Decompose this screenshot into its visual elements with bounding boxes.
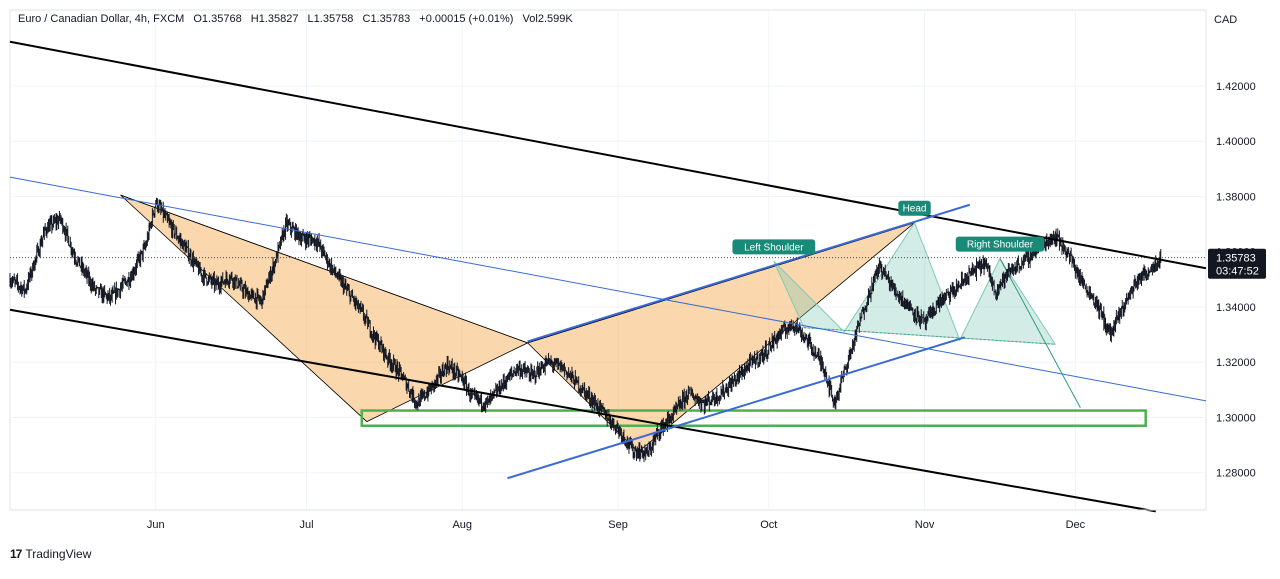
tradingview-logo-icon: 17 — [10, 547, 22, 561]
price-tag-value: 1.35783 — [1216, 253, 1256, 265]
ohlc-close: C1.35783 — [362, 13, 411, 25]
neckline — [803, 327, 1056, 345]
y-tick-label: 1.38000 — [1216, 191, 1256, 203]
annotations: Left Shoulder Head Right Shoulder — [732, 200, 1045, 255]
ohlc-open: O1.35768 — [193, 13, 242, 25]
projection-line — [999, 258, 1081, 409]
symbol-header: Euro / Canadian Dollar, 4h, FXCM O1.3576… — [18, 13, 579, 25]
trend-lines — [9, 40, 1207, 513]
price-tag-countdown: 03:47:52 — [1216, 266, 1259, 278]
symbol-name[interactable]: Euro / Canadian Dollar, 4h, FXCM — [18, 13, 185, 25]
price-tag[interactable] — [1208, 248, 1266, 279]
trend-line-support-rising[interactable] — [507, 336, 966, 480]
annotation-text: Left Shoulder — [744, 242, 804, 253]
volume: Vol2.599K — [522, 13, 573, 25]
ohlc-low: L1.35758 — [307, 13, 354, 25]
x-tick-label: Dec — [1066, 519, 1086, 531]
x-tick-label: Jun — [147, 519, 165, 531]
x-tick-label: Oct — [760, 519, 777, 531]
price-change: +0.00015 (+0.01%) — [419, 13, 514, 25]
annotation-text: Head — [903, 204, 927, 215]
annotation-badge[interactable] — [898, 200, 931, 216]
y-tick-label: 1.30000 — [1216, 412, 1256, 424]
trend-line-lower-channel[interactable] — [9, 308, 1156, 513]
x-tick-label: Nov — [915, 519, 935, 531]
axes: CAD1.280001.300001.320001.340001.360001.… — [10, 14, 1266, 531]
brand-name: TradingView — [25, 547, 92, 561]
price-candles — [9, 197, 1162, 463]
x-tick-label: Aug — [452, 519, 472, 531]
ohlc-high: H1.35827 — [250, 13, 299, 25]
y-tick-label: 1.28000 — [1216, 468, 1256, 480]
trend-line-mid-channel[interactable] — [9, 176, 1207, 402]
x-tick-label: Sep — [608, 519, 628, 531]
annotation-text: Right Shoulder — [967, 240, 1034, 251]
support-zone[interactable] — [360, 409, 1147, 427]
harmonic-xb — [120, 194, 528, 344]
trend-line-upper-channel[interactable] — [9, 40, 1207, 270]
y-tick-label: 1.34000 — [1216, 302, 1256, 314]
annotation-badge[interactable] — [732, 239, 816, 255]
x-tick-label: Jul — [299, 519, 313, 531]
tradingview-brand[interactable]: 17 TradingView — [10, 547, 91, 561]
y-tick-label: 1.42000 — [1216, 81, 1256, 93]
y-tick-label: 1.40000 — [1216, 136, 1256, 148]
annotation-badge[interactable] — [955, 236, 1045, 252]
y-tick-label: 1.32000 — [1216, 357, 1256, 369]
axis-currency: CAD — [1214, 14, 1237, 26]
trend-line-wedge-top[interactable] — [527, 203, 971, 343]
head-shoulders-pattern — [773, 221, 1057, 345]
